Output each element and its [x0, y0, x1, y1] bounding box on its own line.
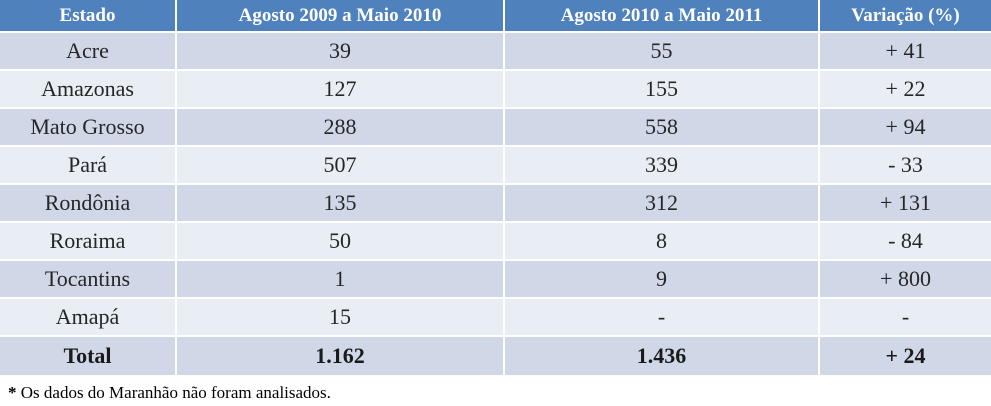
header-estado: Estado — [0, 0, 177, 33]
cell-variacao: + 94 — [819, 108, 991, 147]
header-period-2009-2010: Agosto 2009 a Maio 2010 — [176, 0, 505, 33]
cell-value-2010-2011: 55 — [504, 32, 820, 71]
table-row: Acre 39 55 + 41 — [0, 32, 991, 71]
cell-value-2009-2010: 39 — [176, 32, 505, 71]
cell-value-2010-2011: - — [504, 298, 820, 337]
cell-total-variacao: + 24 — [819, 336, 991, 377]
cell-estado: Roraima — [0, 222, 177, 261]
cell-value-2010-2011: 9 — [504, 260, 820, 299]
cell-value-2010-2011: 8 — [504, 222, 820, 261]
cell-value-2009-2010: 15 — [176, 298, 505, 337]
cell-value-2009-2010: 50 — [176, 222, 505, 261]
cell-variacao: - 84 — [819, 222, 991, 261]
cell-value-2009-2010: 127 — [176, 70, 505, 109]
cell-value-2009-2010: 507 — [176, 146, 505, 185]
table-row: Roraima 50 8 - 84 — [0, 222, 991, 261]
footnote-text: Os dados do Maranhão não foram analisado… — [16, 383, 331, 402]
footnote: * Os dados do Maranhão não foram analisa… — [8, 383, 331, 403]
header-period-2010-2011: Agosto 2010 a Maio 2011 — [504, 0, 820, 33]
cell-variacao: - — [819, 298, 991, 337]
cell-variacao: + 800 — [819, 260, 991, 299]
footnote-marker: * — [8, 383, 17, 402]
table-row: Amazonas 127 155 + 22 — [0, 70, 991, 109]
cell-estado: Acre — [0, 32, 177, 71]
cell-value-2010-2011: 339 — [504, 146, 820, 185]
cell-variacao: - 33 — [819, 146, 991, 185]
cell-estado: Mato Grosso — [0, 108, 177, 147]
cell-estado: Pará — [0, 146, 177, 185]
cell-estado: Amapá — [0, 298, 177, 337]
cell-value-2010-2011: 312 — [504, 184, 820, 223]
cell-value-2009-2010: 1 — [176, 260, 505, 299]
cell-value-2009-2010: 288 — [176, 108, 505, 147]
table-row: Amapá 15 - - — [0, 298, 991, 337]
cell-total-2010-2011: 1.436 — [504, 336, 820, 377]
table-total-row: Total 1.162 1.436 + 24 — [0, 336, 991, 377]
cell-variacao: + 22 — [819, 70, 991, 109]
deforestation-table: Estado Agosto 2009 a Maio 2010 Agosto 20… — [0, 0, 991, 377]
cell-total-2009-2010: 1.162 — [176, 336, 505, 377]
cell-total-label: Total — [0, 336, 177, 377]
cell-estado: Amazonas — [0, 70, 177, 109]
table-header-row: Estado Agosto 2009 a Maio 2010 Agosto 20… — [0, 0, 991, 33]
header-variacao: Variação (%) — [819, 0, 991, 33]
table-row: Rondônia 135 312 + 131 — [0, 184, 991, 223]
table-row: Mato Grosso 288 558 + 94 — [0, 108, 991, 147]
cell-estado: Tocantins — [0, 260, 177, 299]
cell-value-2009-2010: 135 — [176, 184, 505, 223]
cell-estado: Rondônia — [0, 184, 177, 223]
cell-value-2010-2011: 558 — [504, 108, 820, 147]
cell-value-2010-2011: 155 — [504, 70, 820, 109]
cell-variacao: + 41 — [819, 32, 991, 71]
cell-variacao: + 131 — [819, 184, 991, 223]
table-row: Tocantins 1 9 + 800 — [0, 260, 991, 299]
table-row: Pará 507 339 - 33 — [0, 146, 991, 185]
